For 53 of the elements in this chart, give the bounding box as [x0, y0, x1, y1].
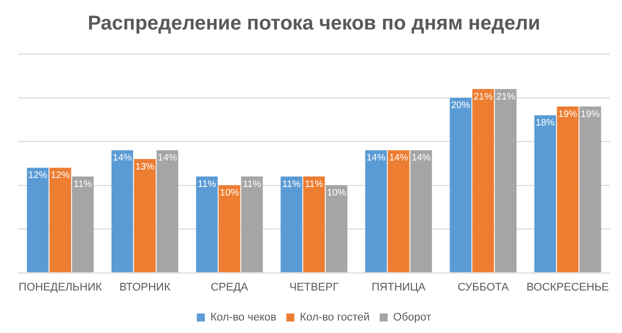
bar — [156, 150, 178, 272]
data-label: 12% — [28, 170, 48, 182]
data-label: 13% — [135, 161, 155, 172]
x-tick-label: ВОСКРЕСЕНЬЕ — [526, 281, 609, 294]
bar — [26, 168, 49, 272]
data-label: 11% — [304, 178, 324, 190]
x-tick-label: ПОНЕДЕЛЬНИК — [18, 281, 102, 294]
bar — [280, 176, 302, 272]
legend-label: Оборот — [393, 312, 432, 324]
bar — [241, 176, 263, 272]
data-label: 10% — [327, 188, 347, 199]
x-tick-label: ПЯТНИЦА — [372, 281, 426, 294]
bar — [303, 176, 325, 272]
data-label: 12% — [50, 170, 70, 182]
x-tick-label: ЧЕТВЕРГ — [289, 281, 339, 294]
legend-label: Кол-во гостей — [300, 312, 370, 324]
bar — [410, 150, 432, 272]
data-label: 14% — [366, 152, 386, 164]
data-label: 10% — [220, 188, 240, 199]
data-label: 21% — [474, 91, 494, 102]
bar — [218, 185, 240, 272]
bar — [494, 89, 517, 272]
legend-label: Кол-во чеков — [210, 312, 276, 324]
data-label: 11% — [198, 178, 217, 190]
x-tick-label: ВТОРНИК — [119, 281, 171, 294]
bar — [365, 150, 387, 272]
bar — [472, 89, 494, 272]
chart-title: Распределение потока чеков по дням недели — [88, 12, 540, 35]
data-label: 14% — [112, 152, 132, 164]
bar — [49, 168, 72, 272]
data-label: 18% — [536, 118, 556, 129]
bar — [388, 150, 410, 272]
x-tick-label: СРЕДА — [210, 281, 249, 294]
bar — [579, 106, 602, 272]
data-label: 20% — [451, 100, 471, 112]
bar — [450, 98, 472, 272]
data-label: 19% — [580, 108, 600, 120]
bar — [534, 115, 556, 272]
x-tick-label: СУББОТА — [458, 281, 510, 294]
data-label: 11% — [282, 178, 302, 190]
bar — [196, 176, 218, 272]
data-label: 19% — [558, 108, 578, 120]
data-label: 21% — [496, 91, 516, 102]
bar — [72, 176, 94, 272]
data-label: 11% — [242, 178, 262, 190]
bar — [134, 159, 156, 272]
data-label: 14% — [412, 152, 432, 164]
bar — [111, 150, 134, 272]
bar — [326, 185, 348, 272]
data-label: 14% — [389, 152, 409, 164]
data-label: 14% — [158, 152, 178, 164]
data-label: 11% — [74, 178, 93, 190]
bar — [556, 106, 579, 272]
